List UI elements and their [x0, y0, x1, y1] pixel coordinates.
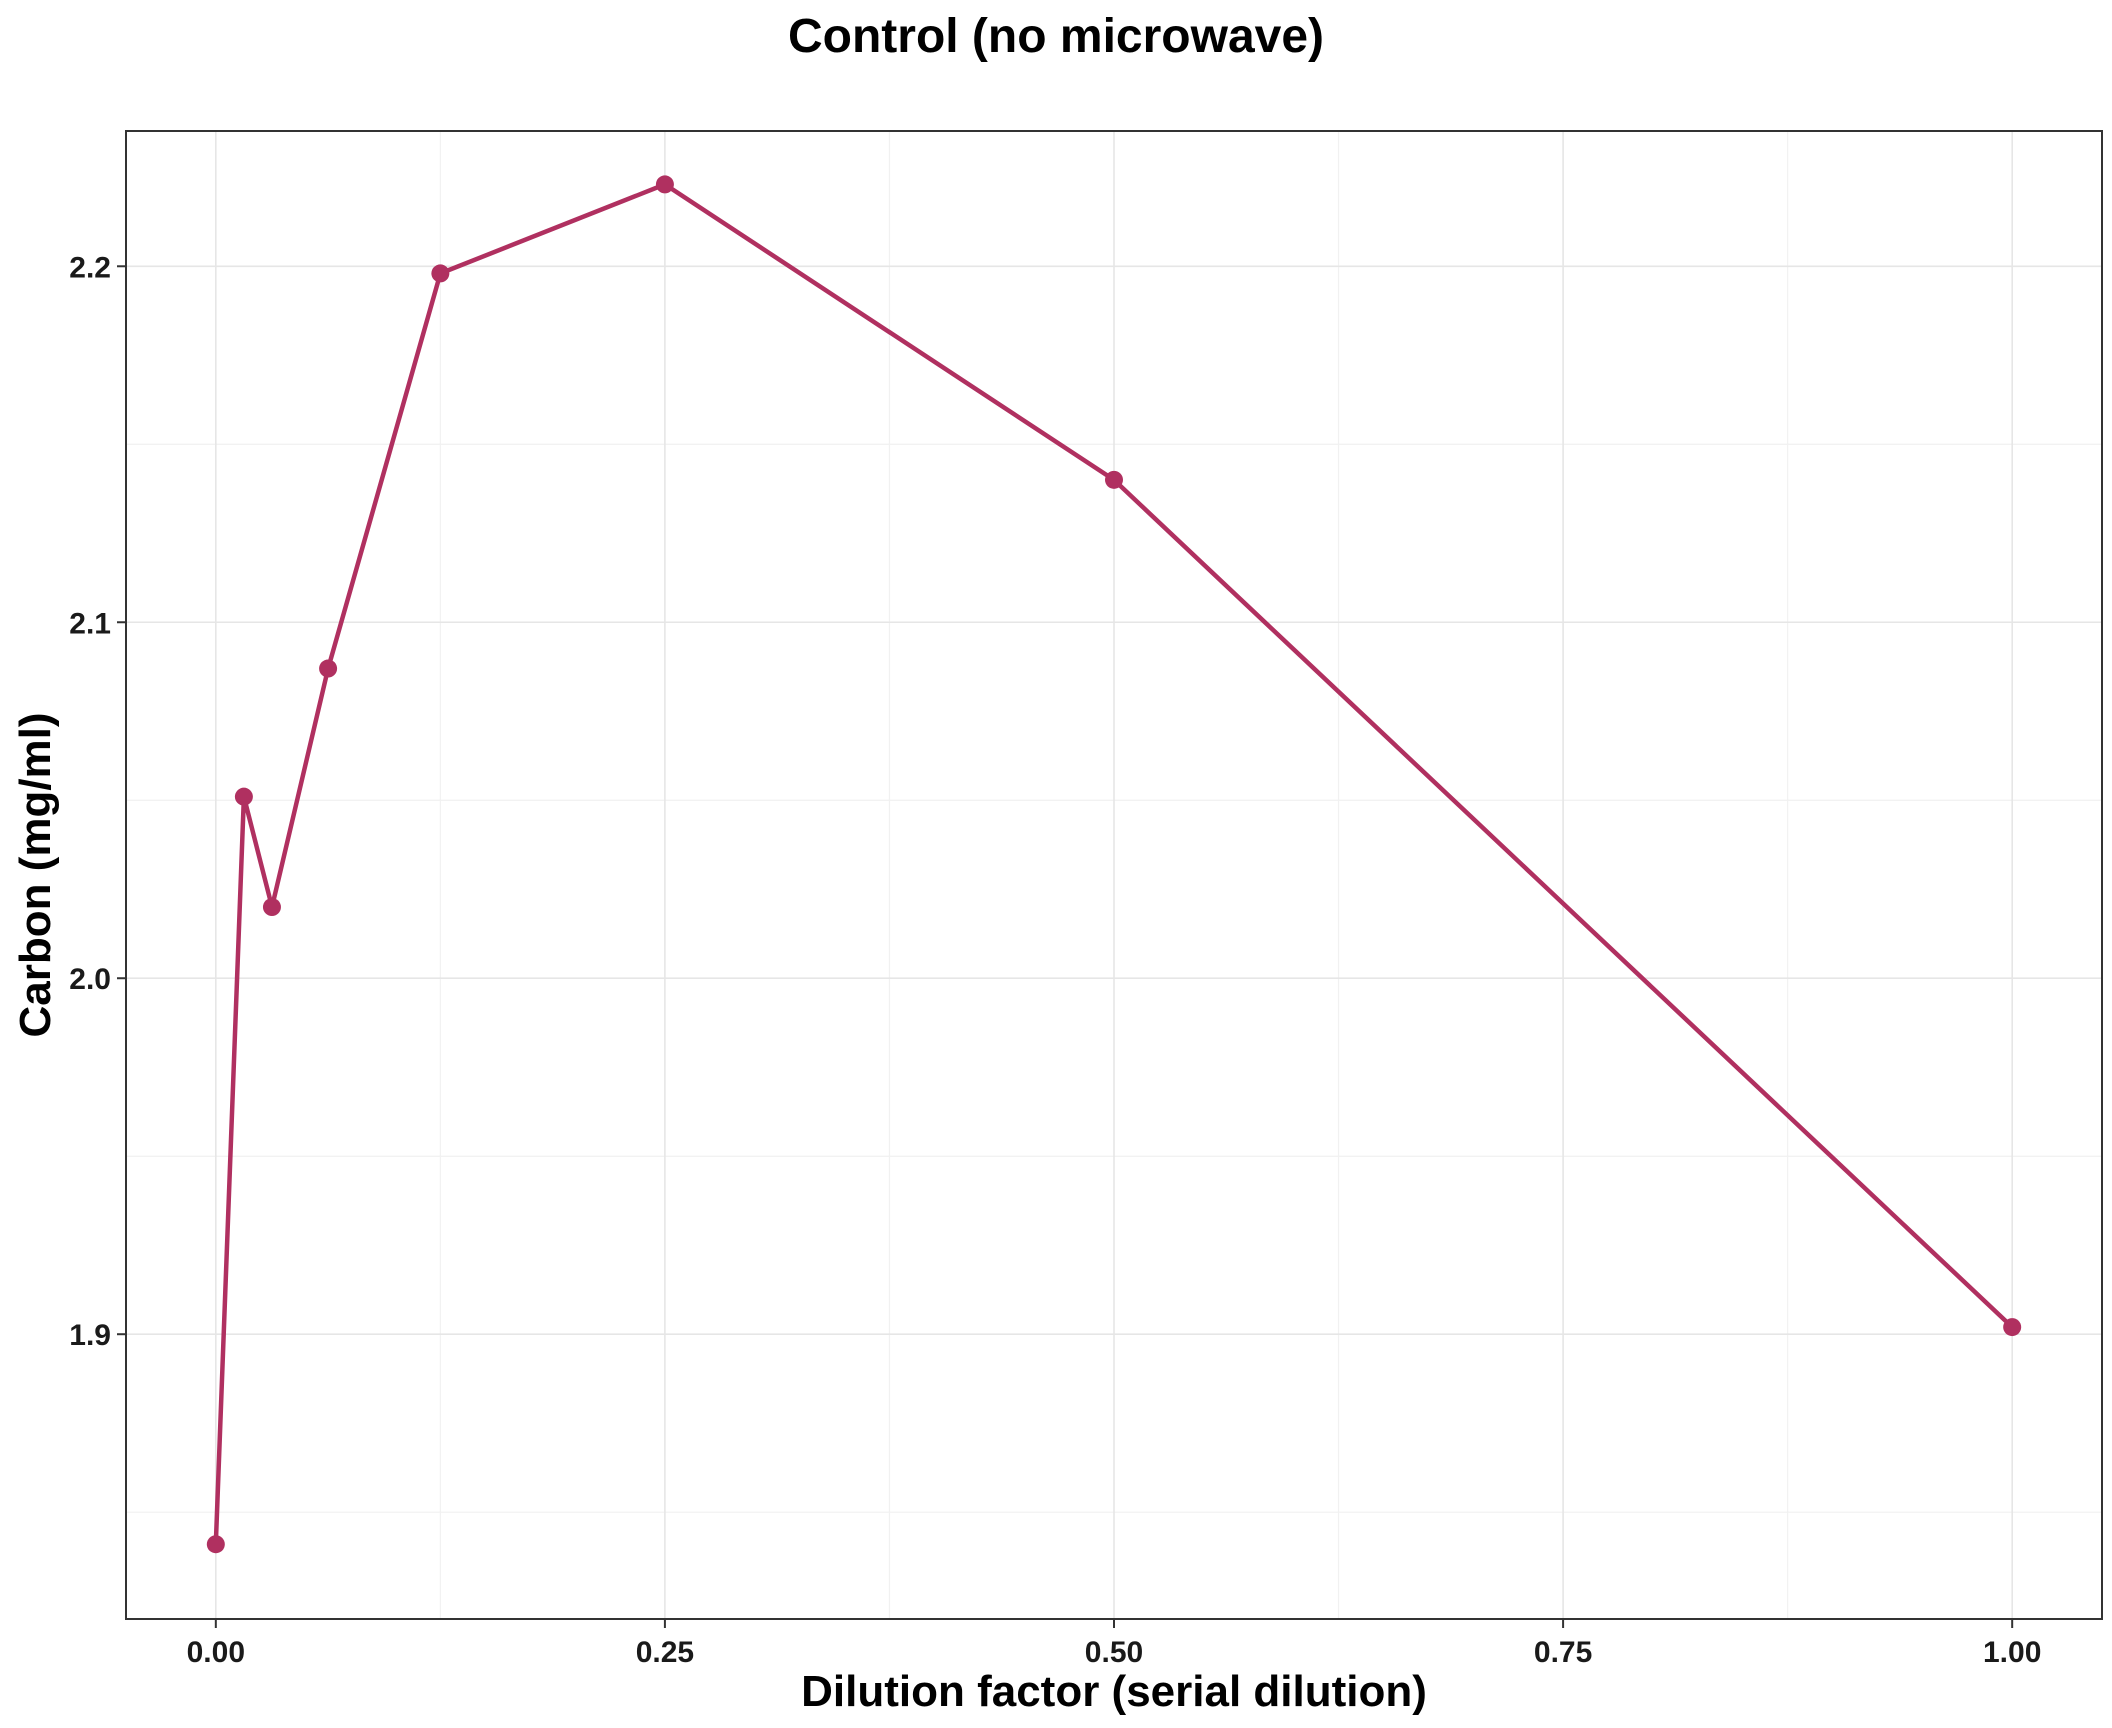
- series-line: [213, 182, 2014, 1545]
- y-tick-label: 2.0: [69, 963, 111, 996]
- x-tick-label: 0.25: [636, 1636, 694, 1669]
- data-point: [1105, 470, 1123, 489]
- x-axis: 0.00 0.25 0.50 0.75 1.00: [187, 1619, 2041, 1669]
- data-point: [319, 659, 338, 678]
- data-point: [431, 264, 450, 283]
- x-tick-label: 0.75: [1534, 1636, 1592, 1669]
- data-point: [234, 787, 253, 806]
- y-tick-label: 1.9: [69, 1319, 111, 1352]
- y-tick-label: 2.1: [69, 607, 111, 640]
- data-point: [206, 1535, 225, 1554]
- data-point: [655, 175, 674, 194]
- y-axis-title: Carbon (mg/ml): [11, 712, 60, 1037]
- x-axis-title: Dilution factor (serial dilution): [801, 1667, 1427, 1716]
- data-point: [262, 898, 281, 917]
- x-tick-label: 0.00: [187, 1636, 245, 1669]
- y-axis: 1.9 2.0 2.1 2.2: [69, 251, 126, 1352]
- x-tick-label: 0.50: [1085, 1636, 1143, 1669]
- chart-title: Control (no microwave): [788, 10, 1324, 63]
- grid-lines: [126, 131, 2102, 1619]
- data-point: [2003, 1318, 2022, 1337]
- x-tick-label: 1.00: [1983, 1636, 2041, 1669]
- y-tick-label: 2.2: [69, 251, 111, 284]
- data-series: [206, 175, 2022, 1554]
